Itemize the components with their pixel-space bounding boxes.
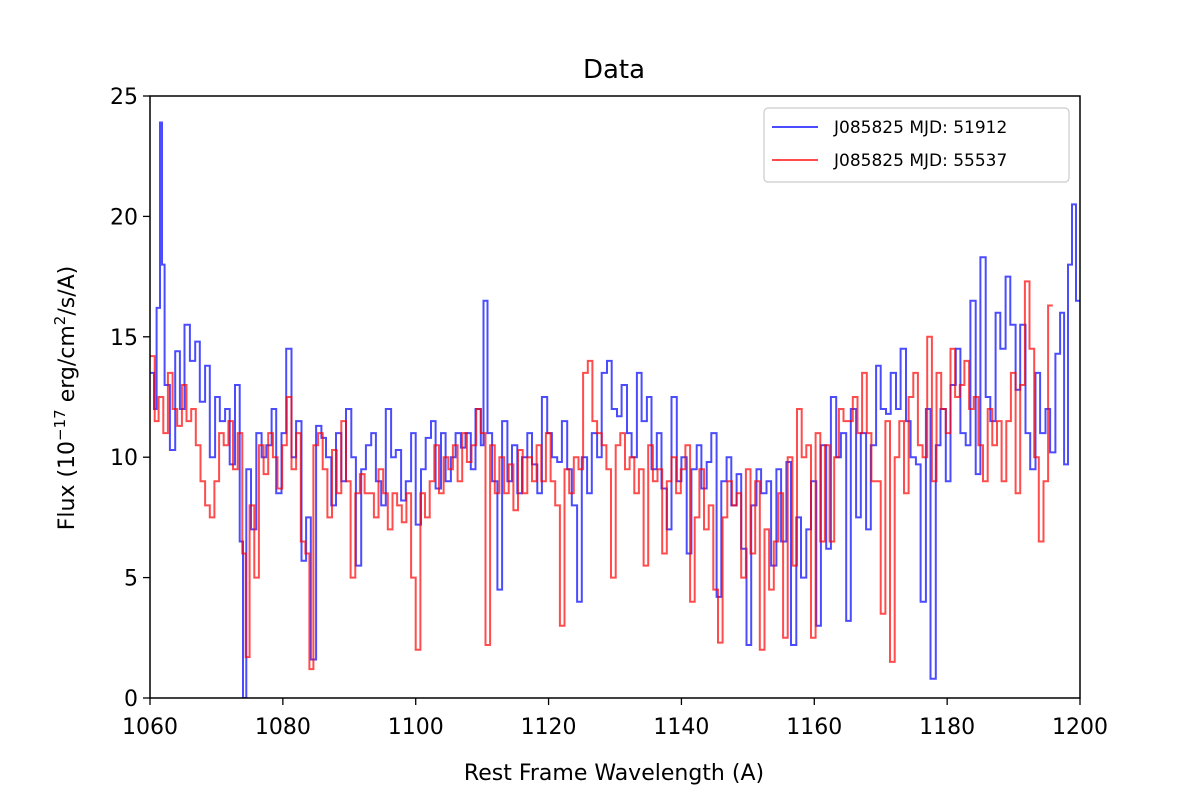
x-tick-label: 1100 xyxy=(388,715,444,740)
y-tick-label: 15 xyxy=(110,326,138,351)
y-tick-label: 20 xyxy=(110,205,138,230)
y-axis-label-units: erg/cm xyxy=(55,325,80,409)
x-tick-label: 1060 xyxy=(122,715,178,740)
y-tick-label: 25 xyxy=(110,85,138,110)
y-axis-label-suffix: /s/A) xyxy=(55,266,80,316)
x-axis-label: Rest Frame Wavelength (A) xyxy=(464,761,764,786)
y-tick-label: 0 xyxy=(124,687,138,712)
y-tick-label: 5 xyxy=(124,567,138,592)
legend-label-series-2: J085825 MJD: 55537 xyxy=(833,151,1007,171)
x-tick-label: 1140 xyxy=(653,715,709,740)
y-axis-label-superscript: 2 xyxy=(51,316,69,326)
legend: J085825 MJD: 51912 J085825 MJD: 55537 xyxy=(764,108,1069,182)
y-tick-label: 10 xyxy=(110,446,138,471)
x-tick-label: 1200 xyxy=(1052,715,1108,740)
chart-title: Data xyxy=(583,55,645,85)
x-tick-label: 1080 xyxy=(255,715,311,740)
y-axis-label-exponent: −17 xyxy=(51,409,69,441)
legend-label-series-1: J085825 MJD: 51912 xyxy=(833,118,1007,138)
x-tick-label: 1120 xyxy=(521,715,577,740)
x-tick-label: 1160 xyxy=(786,715,842,740)
y-axis-label: Flux (10−17 erg/cm2/s/A) xyxy=(51,266,80,531)
x-tick-label: 1180 xyxy=(919,715,975,740)
y-axis-label-prefix: Flux (10 xyxy=(55,441,80,530)
